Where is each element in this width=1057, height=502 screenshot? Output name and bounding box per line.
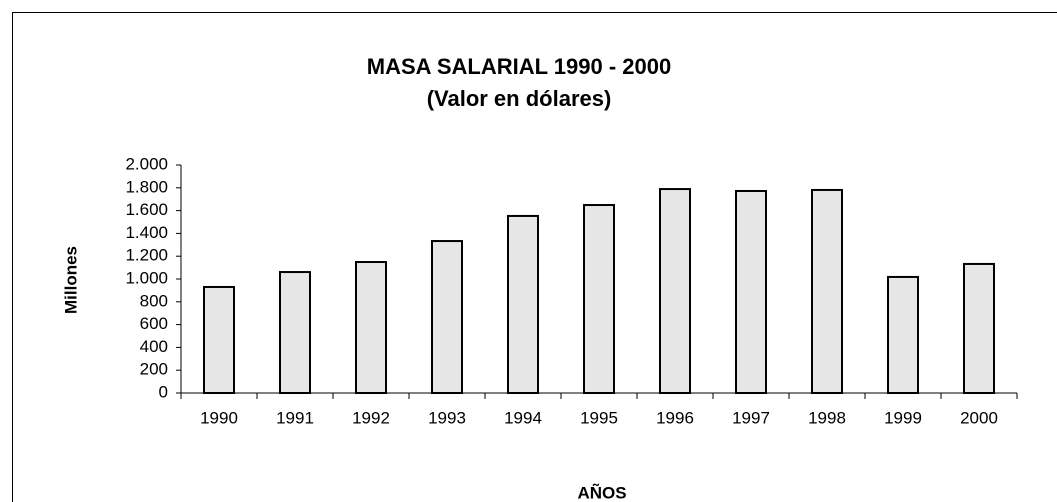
y-tick-label: 2.000	[125, 154, 168, 173]
x-tick-label: 1992	[352, 408, 390, 427]
y-tick-label: 1.200	[125, 246, 168, 265]
y-tick-label: 0	[159, 382, 168, 401]
x-tick-label: 2000	[960, 408, 998, 427]
y-tick-label: 600	[140, 314, 168, 333]
x-tick-label: 1990	[200, 408, 238, 427]
y-tick-label: 200	[140, 360, 168, 379]
bar	[659, 188, 691, 394]
chart-title: MASA SALARIAL 1990 - 2000	[367, 54, 671, 79]
y-tick-label: 1.000	[125, 268, 168, 287]
y-tick-label: 400	[140, 337, 168, 356]
y-tick-label: 1.400	[125, 223, 168, 242]
y-tick-label: 800	[140, 291, 168, 310]
x-tick-label: 1997	[732, 408, 770, 427]
x-tick-label: 1994	[504, 408, 542, 427]
bar	[431, 240, 463, 394]
bar	[887, 275, 919, 394]
x-tick-label: 1993	[428, 408, 466, 427]
y-tick-label: 1.600	[125, 200, 168, 219]
x-tick-label: 1996	[656, 408, 694, 427]
y-tick-label: 1.800	[125, 177, 168, 196]
bar	[583, 204, 615, 394]
bar	[811, 188, 843, 394]
y-axis-title: Millones	[61, 246, 80, 314]
chart-subtitle: (Valor en dólares)	[427, 86, 612, 111]
bar	[279, 271, 311, 394]
chart-border	[12, 12, 1057, 502]
x-tick-label: 1995	[580, 408, 618, 427]
bar	[355, 261, 387, 394]
bar	[507, 214, 539, 394]
bar	[963, 262, 995, 394]
bar	[203, 285, 235, 395]
x-tick-label: 1991	[276, 408, 314, 427]
x-tick-label: 1998	[808, 408, 846, 427]
x-axis-title: AÑOS	[577, 482, 626, 502]
x-tick-label: 1999	[884, 408, 922, 427]
bar	[735, 189, 767, 394]
